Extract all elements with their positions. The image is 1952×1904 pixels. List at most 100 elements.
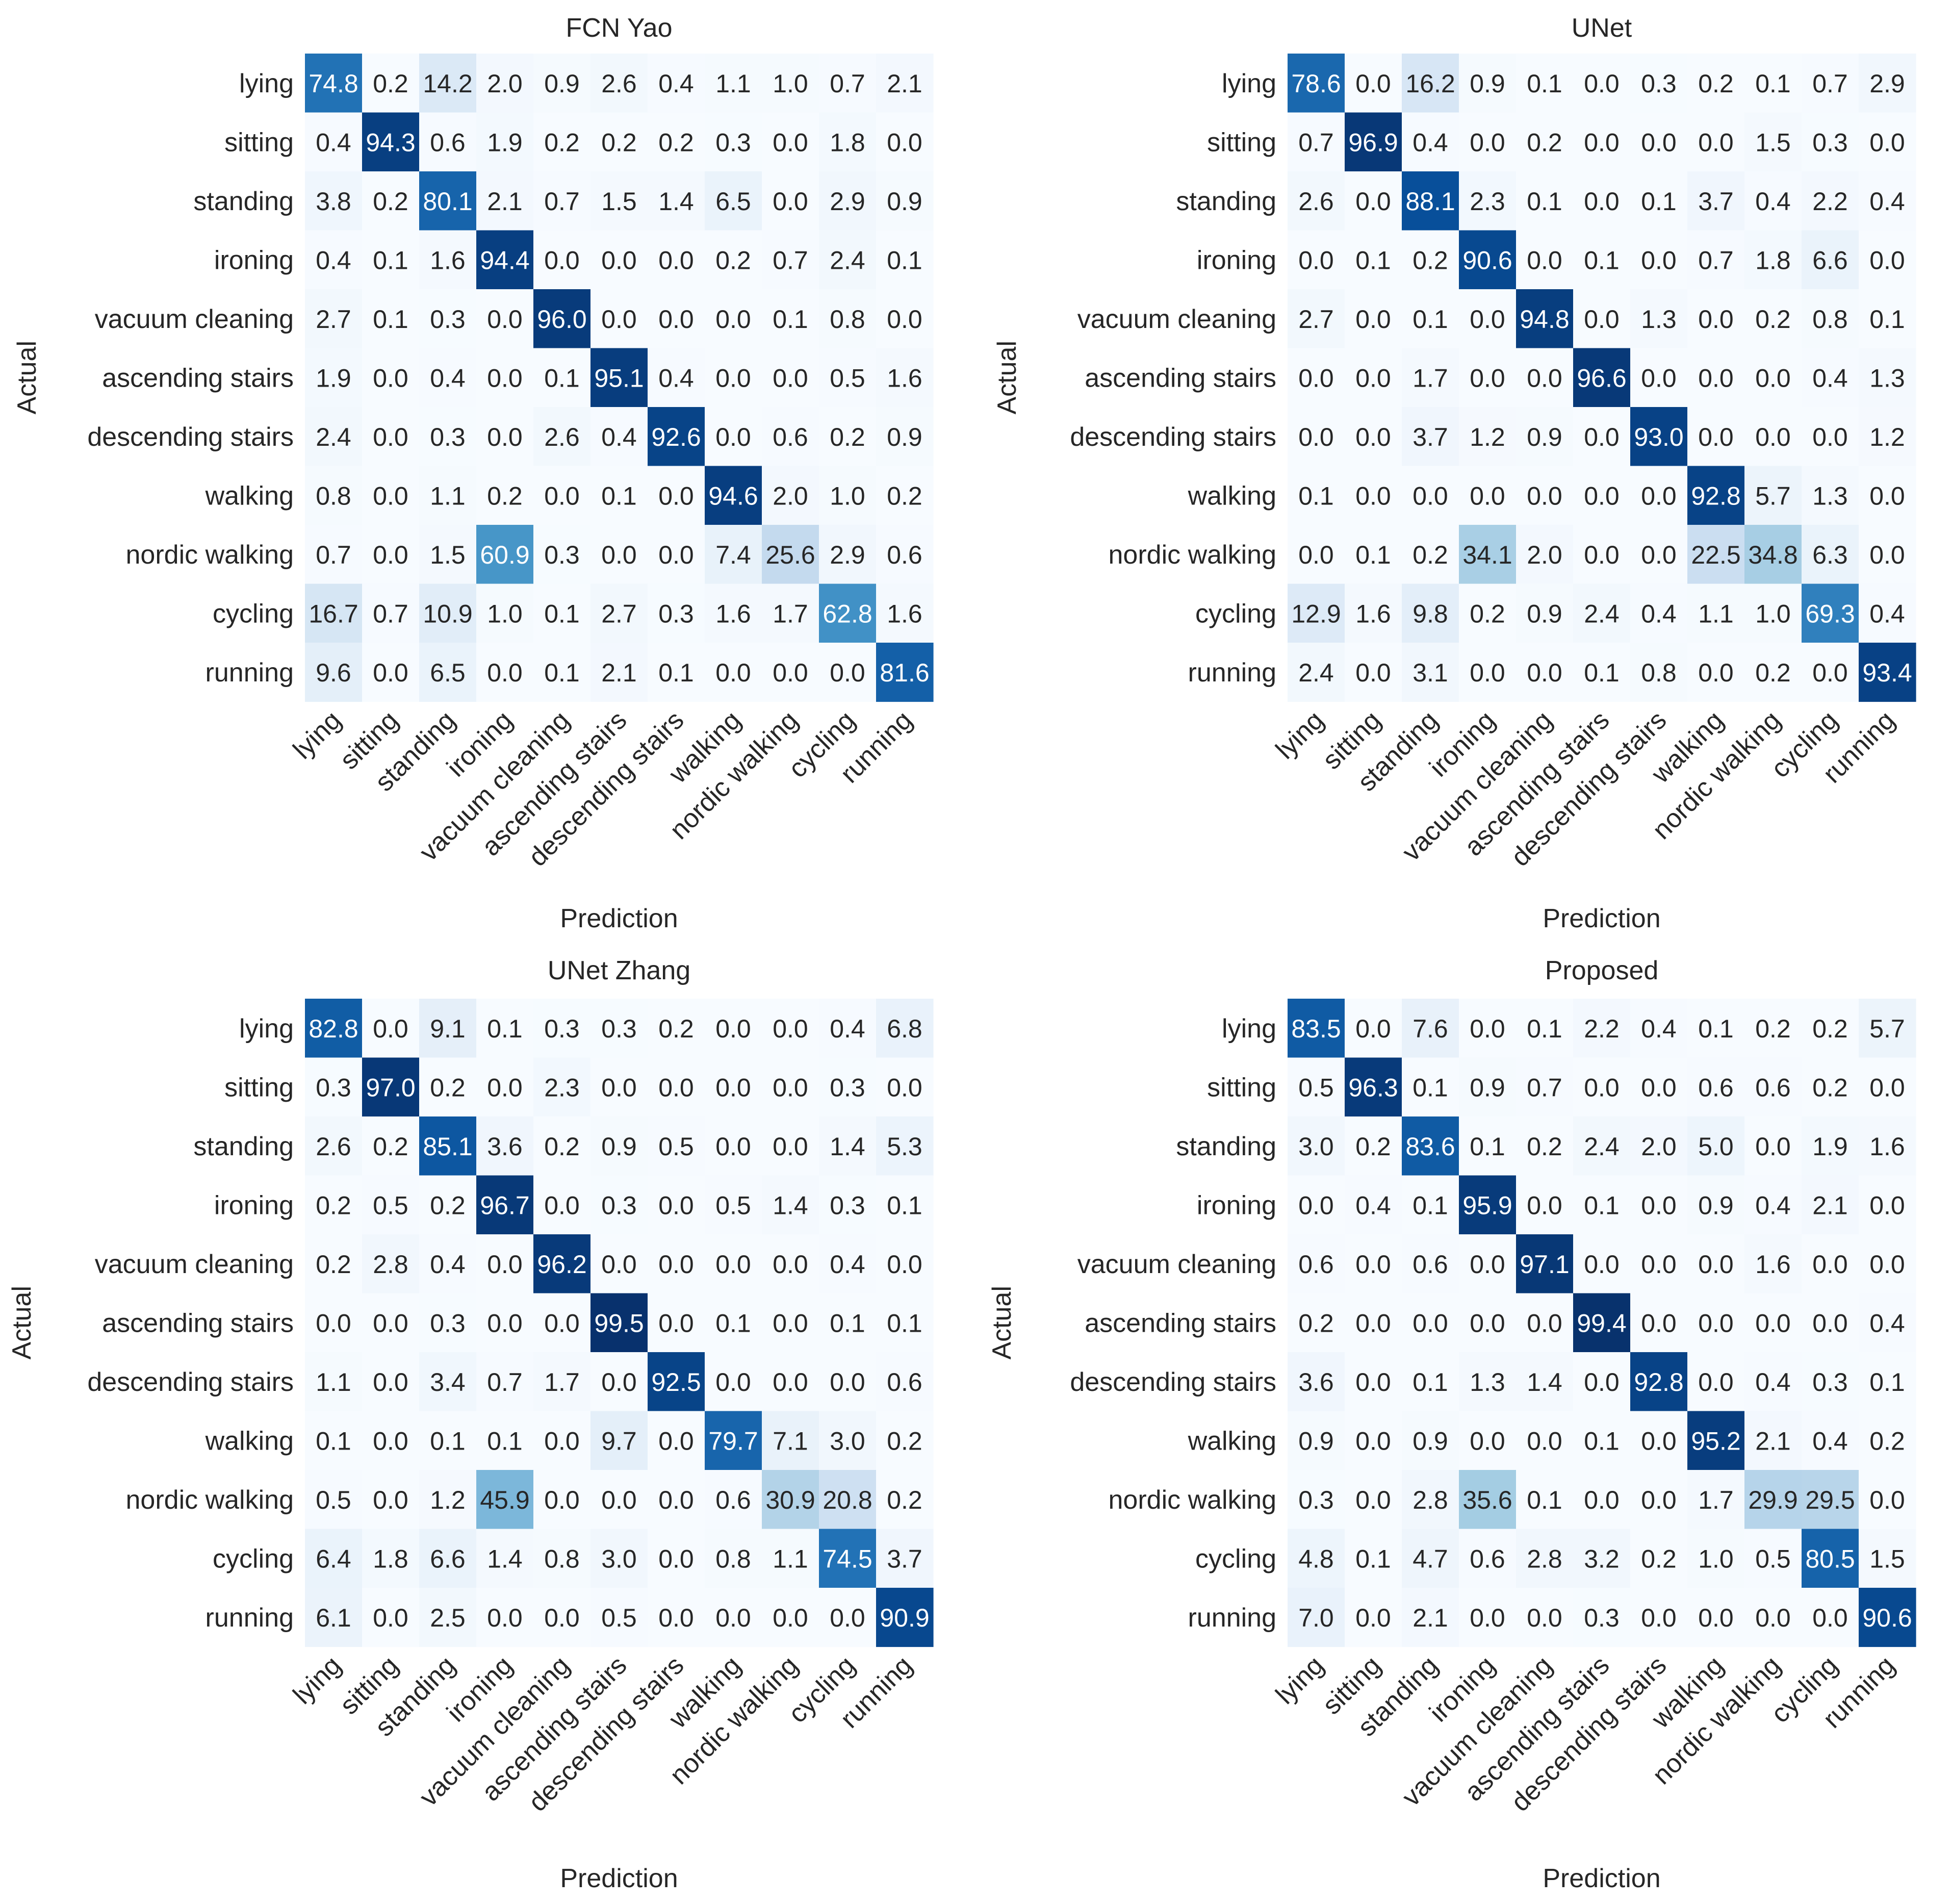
heatmap-cell xyxy=(533,1116,591,1176)
heatmap-cell xyxy=(1402,407,1459,467)
cell-value: 7.6 xyxy=(1412,1014,1448,1043)
cell-value: 0.5 xyxy=(1298,1073,1334,1102)
cell-value: 2.7 xyxy=(601,599,637,628)
heatmap-cell xyxy=(305,1470,363,1530)
heatmap-cell xyxy=(1345,1588,1402,1647)
heatmap-cell xyxy=(1573,1470,1631,1530)
chart-title: UNet xyxy=(1572,13,1632,43)
cell-value: 1.3 xyxy=(1869,364,1905,392)
heatmap-cell xyxy=(1516,1057,1574,1117)
heatmap-cell xyxy=(590,1057,648,1117)
heatmap-cell xyxy=(1573,112,1631,172)
cell-value: 2.1 xyxy=(1412,1604,1448,1632)
cell-value: 3.7 xyxy=(1412,423,1448,451)
cell-value: 0.0 xyxy=(658,1073,694,1102)
cell-value: 80.5 xyxy=(1805,1544,1855,1573)
cell-value: 0.1 xyxy=(487,1014,523,1043)
heatmap-cell xyxy=(1802,112,1859,172)
cell-value: 0.2 xyxy=(316,1191,351,1220)
cell-value: 0.3 xyxy=(544,1014,580,1043)
cell-value: 0.2 xyxy=(430,1073,466,1102)
heatmap-cell xyxy=(1687,466,1745,525)
cell-value: 0.0 xyxy=(544,1191,580,1220)
cell-value: 0.1 xyxy=(1412,1191,1448,1220)
cell-value: 0.9 xyxy=(1470,1073,1505,1102)
cell-value: 0.3 xyxy=(430,1309,466,1337)
cell-value: 0.8 xyxy=(544,1544,580,1573)
heatmap-cell xyxy=(762,1057,819,1117)
heatmap-cell xyxy=(1345,112,1402,172)
heatmap-cell xyxy=(1859,1470,1916,1530)
heatmap-cell xyxy=(305,1529,363,1588)
heatmap-cell xyxy=(1459,643,1517,702)
heatmap-cell xyxy=(476,583,534,643)
heatmap-cell xyxy=(305,348,363,408)
cell-value: 0.0 xyxy=(487,305,523,334)
cell-value: 0.0 xyxy=(658,305,694,334)
heatmap-cell xyxy=(590,1529,648,1588)
cell-value: 3.4 xyxy=(430,1368,466,1397)
heatmap-cell xyxy=(419,1234,477,1294)
heatmap-cell xyxy=(1573,230,1631,290)
cell-value: 0.4 xyxy=(658,69,694,98)
heatmap-cell xyxy=(1516,348,1574,408)
cell-value: 0.1 xyxy=(1584,246,1620,274)
cell-value: 10.9 xyxy=(423,599,472,628)
cell-value: 0.4 xyxy=(316,246,351,274)
cell-value: 1.6 xyxy=(1755,1250,1791,1279)
cell-value: 0.0 xyxy=(373,1309,408,1337)
heatmap-cell xyxy=(1573,1352,1631,1412)
heatmap-cell xyxy=(1573,466,1631,525)
y-tick-label: ironing xyxy=(214,1190,294,1220)
cell-value: 1.9 xyxy=(487,128,523,157)
heatmap-cell xyxy=(1402,583,1459,643)
heatmap-cell xyxy=(1630,525,1688,585)
cell-value: 0.0 xyxy=(1584,1073,1620,1102)
heatmap-cell xyxy=(1802,407,1859,467)
heatmap-cell xyxy=(876,1470,934,1530)
heatmap-cell xyxy=(1802,583,1859,643)
cell-value: 0.1 xyxy=(1641,187,1677,216)
y-tick-label: cycling xyxy=(1195,599,1276,628)
y-tick-label: nordic walking xyxy=(1109,540,1277,570)
cell-value: 0.0 xyxy=(1812,1250,1848,1279)
cell-value: 1.5 xyxy=(1869,1544,1905,1573)
heatmap-cell xyxy=(762,407,819,467)
cell-value: 0.1 xyxy=(887,1191,922,1220)
cell-value: 0.0 xyxy=(773,187,808,216)
heatmap-cell xyxy=(705,1234,762,1294)
heatmap-cell xyxy=(476,1588,534,1647)
heatmap-cell xyxy=(533,289,591,349)
cell-value: 93.0 xyxy=(1634,423,1683,451)
heatmap-cell xyxy=(876,525,934,585)
heatmap-cell xyxy=(762,999,819,1058)
heatmap-cell xyxy=(1516,1529,1574,1588)
cell-value: 0.2 xyxy=(373,69,408,98)
cell-value: 0.0 xyxy=(773,1132,808,1161)
cell-value: 0.0 xyxy=(1355,1309,1391,1337)
heatmap-cell xyxy=(705,1588,762,1647)
cell-value: 0.4 xyxy=(658,364,694,392)
y-tick-label: ascending stairs xyxy=(102,1308,294,1338)
heatmap-cell xyxy=(1345,1529,1402,1588)
heatmap-cell xyxy=(1802,1175,1859,1235)
cell-value: 0.1 xyxy=(1869,305,1905,334)
heatmap-cell xyxy=(876,1175,934,1235)
heatmap-cell xyxy=(1573,643,1631,702)
cell-value: 0.0 xyxy=(1641,128,1677,157)
cell-value: 12.9 xyxy=(1291,599,1341,628)
cell-value: 0.8 xyxy=(1812,305,1848,334)
cell-value: 6.4 xyxy=(316,1544,351,1573)
heatmap-cell xyxy=(819,407,877,467)
heatmap-cell xyxy=(1573,1529,1631,1588)
cell-value: 0.0 xyxy=(1698,1604,1734,1632)
heatmap-cell xyxy=(1402,1234,1459,1294)
heatmap-cell xyxy=(1744,583,1802,643)
cell-value: 0.0 xyxy=(1355,1427,1391,1455)
heatmap-cell xyxy=(1573,54,1631,113)
cell-value: 34.1 xyxy=(1462,541,1512,569)
cell-value: 93.4 xyxy=(1862,658,1912,687)
y-tick-label: walking xyxy=(1188,1426,1276,1456)
cell-value: 0.0 xyxy=(1355,1014,1391,1043)
cell-value: 0.0 xyxy=(1869,541,1905,569)
